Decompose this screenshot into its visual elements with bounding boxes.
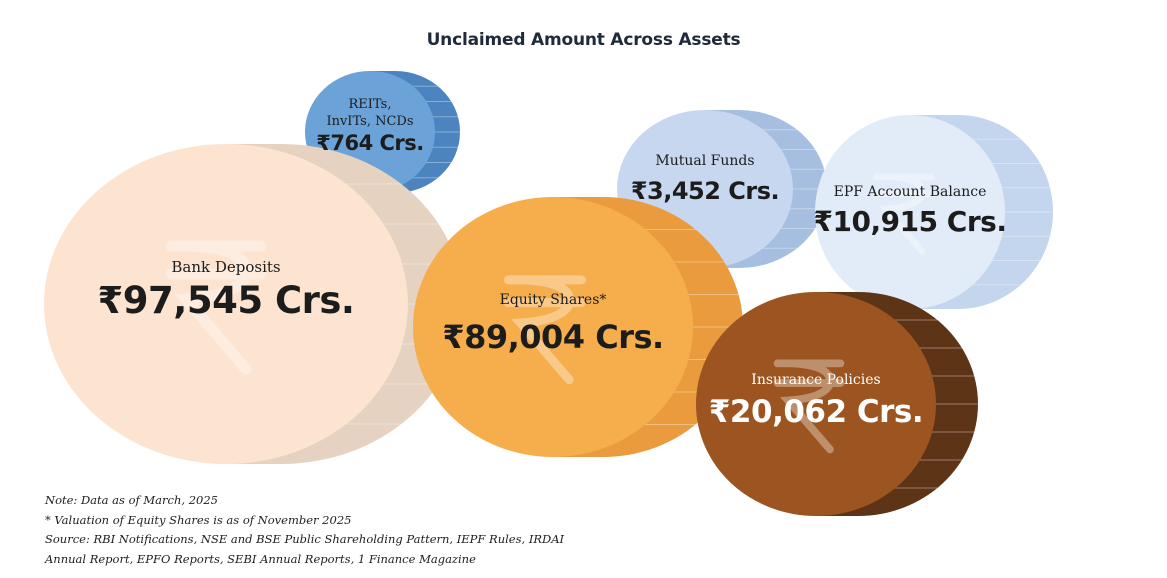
coin-epf: [815, 115, 1053, 309]
coin-label-reits-line1: REITs,: [348, 97, 392, 112]
coin-label-bank: Bank Deposits: [171, 258, 281, 276]
coin-bank: [44, 144, 463, 464]
footnotes: Note: Data as of March, 2025 * Valuation…: [45, 491, 665, 569]
coin-face-insurance: [696, 292, 936, 516]
coin-amount-bank: ₹97,545 Crs.: [97, 279, 355, 323]
coin-amount-reits: ₹764 Crs.: [316, 130, 424, 155]
rupee-watermark-icon: [873, 173, 935, 255]
rupee-watermark-icon: [165, 240, 267, 375]
coin-face-epf: [815, 115, 1005, 309]
coin-label-epf: EPF Account Balance: [833, 184, 987, 200]
note-source: Source: RBI Notifications, NSE and BSE P…: [45, 532, 565, 546]
rupee-watermark-icon: [503, 275, 586, 385]
coin-label-reits-line2: InvITs, NCDs: [326, 114, 414, 129]
coin-amount-epf: ₹10,915 Crs.: [813, 204, 1007, 238]
note-date: Note: Data as of March, 2025: [45, 493, 218, 507]
coin-mf: [617, 110, 827, 268]
coin-label-mf: Mutual Funds: [655, 153, 755, 169]
coin-label-insurance: Insurance Policies: [751, 372, 881, 388]
coin-face-equity: [413, 197, 693, 457]
coin-amount-insurance: ₹20,062 Crs.: [708, 393, 924, 430]
note-source-continued: Annual Report, EPFO Reports, SEBI Annual…: [45, 551, 476, 566]
coin-face-bank: [44, 144, 408, 464]
coin-equity: [413, 197, 743, 457]
coin-amount-equity: ₹89,004 Crs.: [442, 318, 664, 357]
coin-insurance: [696, 292, 978, 516]
coin-label-equity: Equity Shares*: [499, 292, 607, 308]
note-equity-valuation: * Valuation of Equity Shares is as of No…: [45, 512, 352, 527]
chart-title: Unclaimed Amount Across Assets: [426, 30, 741, 50]
rupee-watermark-icon: [773, 359, 845, 454]
coin-amount-mf: ₹3,452 Crs.: [630, 177, 780, 206]
